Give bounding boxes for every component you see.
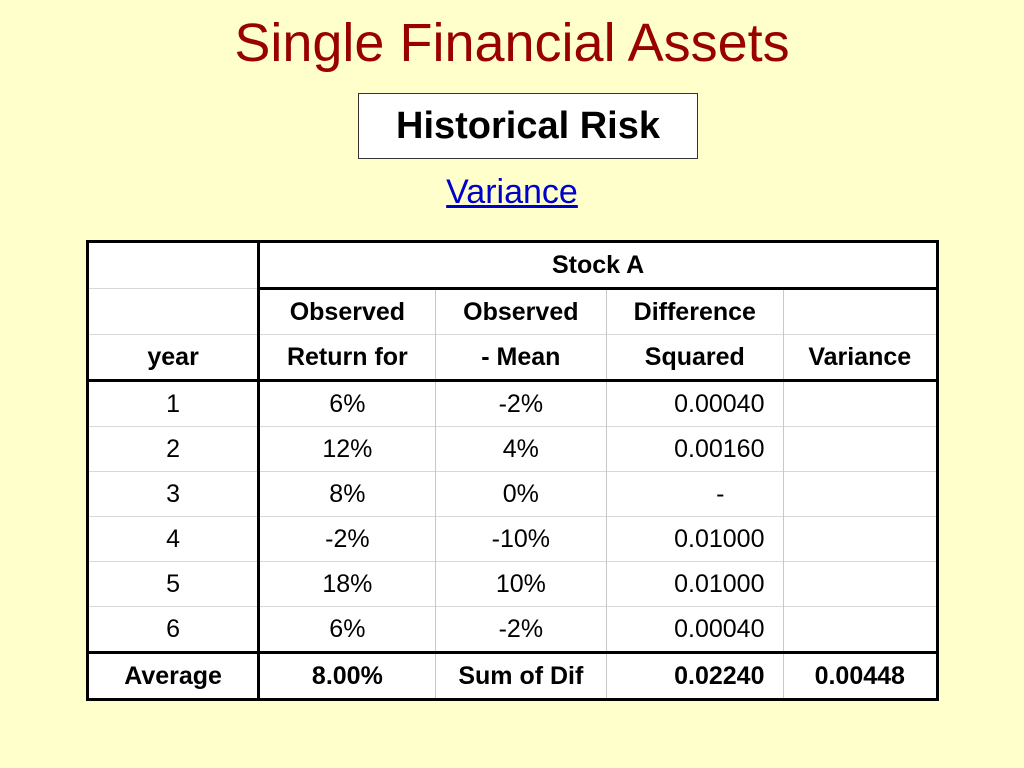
header-cell-empty [86, 241, 259, 289]
header-cell: Observed [257, 288, 436, 335]
return-cell: 6% [257, 606, 436, 653]
year-cell: 5 [86, 561, 259, 607]
header-cell: Squared [606, 334, 783, 382]
header-cell-variance: Variance [782, 334, 938, 382]
header-row-2: year Return for - Mean Squared Variance [86, 334, 938, 382]
subtitle-box: Historical Risk [358, 93, 698, 159]
variance-cell [782, 380, 938, 427]
table-row: 6 6% -2% 0.00040 [86, 606, 938, 653]
squared-cell: 0.00040 [606, 606, 783, 653]
year-cell: 3 [86, 471, 259, 517]
group-header-row: Stock A [86, 241, 938, 290]
return-cell: 8% [257, 471, 436, 517]
return-cell: -2% [257, 516, 436, 562]
table-row: 1 6% -2% 0.00040 [86, 380, 938, 427]
table-row: 4 -2% -10% 0.01000 [86, 516, 938, 562]
year-cell: 4 [86, 516, 259, 562]
average-return: 8.00% [257, 651, 436, 700]
summary-row: Average 8.00% Sum of Dif 0.02240 0.00448 [86, 651, 938, 700]
deviation-cell: -2% [434, 380, 607, 427]
return-cell: 6% [257, 380, 436, 427]
year-cell: 6 [86, 606, 259, 653]
variance-link[interactable]: Variance [446, 173, 578, 211]
squared-cell: 0.00160 [606, 426, 783, 472]
year-cell: 1 [86, 380, 259, 427]
deviation-cell: -2% [434, 606, 607, 653]
table-row: 2 12% 4% 0.00160 [86, 426, 938, 472]
deviation-cell: 10% [434, 561, 607, 607]
header-row-1: Observed Observed Difference [86, 288, 938, 335]
squared-cell: 0.00040 [606, 380, 783, 427]
header-cell: Return for [257, 334, 436, 382]
stock-group-header: Stock A [257, 241, 938, 290]
variance-cell [782, 471, 938, 517]
squared-cell: - [606, 471, 783, 517]
deviation-cell: 4% [434, 426, 607, 472]
sum-of-dif-label: Sum of Dif [434, 651, 607, 700]
average-label: Average [86, 651, 259, 700]
variance-value: 0.00448 [782, 651, 938, 700]
variance-table: Stock A Observed Observed Difference yea… [86, 240, 939, 701]
deviation-cell: -10% [434, 516, 607, 562]
year-cell: 2 [86, 426, 259, 472]
header-cell: Difference [606, 288, 783, 335]
header-cell: Observed [434, 288, 607, 335]
squared-cell: 0.01000 [606, 516, 783, 562]
table-row: 5 18% 10% 0.01000 [86, 561, 938, 607]
header-cell [86, 288, 259, 335]
table-row: 3 8% 0% - [86, 471, 938, 517]
header-cell [782, 288, 938, 335]
variance-cell [782, 606, 938, 653]
squared-cell: 0.01000 [606, 561, 783, 607]
variance-cell [782, 426, 938, 472]
sum-squared-value: 0.02240 [606, 651, 783, 700]
deviation-cell: 0% [434, 471, 607, 517]
return-cell: 12% [257, 426, 436, 472]
variance-cell [782, 561, 938, 607]
variance-cell [782, 516, 938, 562]
header-cell-year: year [86, 334, 259, 382]
return-cell: 18% [257, 561, 436, 607]
header-cell: - Mean [434, 334, 607, 382]
slide-title: Single Financial Assets [234, 13, 790, 73]
